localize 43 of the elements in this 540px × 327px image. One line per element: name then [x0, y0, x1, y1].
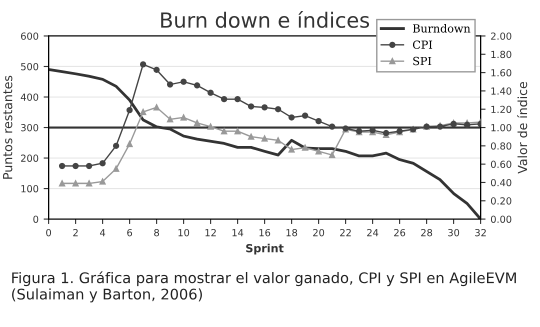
y2-tick-label: 1.40 — [491, 87, 512, 95]
y2-axis-title: Valor de índice — [517, 82, 528, 174]
legend-label: CPI — [412, 40, 432, 49]
y2-tick-label: 0.00 — [490, 216, 512, 223]
x-tick-label: 6 — [127, 228, 132, 236]
x-tick-label: 10 — [178, 228, 190, 236]
x-tick-label: 12 — [205, 228, 216, 236]
y2-tick-label: 1.60 — [491, 69, 512, 76]
y-tick-label: 0 — [33, 216, 38, 223]
x-tick-label: 16 — [259, 228, 270, 236]
text: Figura 1. Gráfica para mostrar el valor ganado, CPI y SPI en AgileEVM (Sulaiman y Barton, 2006) — [12, 271, 516, 302]
y2-tick-label: 0.40 — [490, 178, 512, 186]
y2-tick-label: 1.20 — [491, 106, 512, 114]
y-tick-label: 400 — [20, 93, 38, 101]
y-tick-label: 100 — [21, 185, 38, 192]
x-tick-label: 22 — [340, 228, 351, 236]
x-tick-label: 28 — [421, 228, 432, 236]
x-tick-label: 8 — [154, 228, 160, 236]
y-tick-label: 300 — [21, 124, 38, 132]
y2-tick-label: 0.80 — [490, 142, 512, 150]
x-tick-label: 18 — [286, 228, 298, 236]
y-axis-title: Puntos restantes — [3, 76, 12, 179]
x-axis-title: Sprint — [246, 244, 284, 255]
x-tick-label: 26 — [394, 228, 406, 236]
x-tick-label: 20 — [313, 228, 324, 236]
y2-tick-label: 2.00 — [491, 32, 512, 40]
x-tick-label: 4 — [100, 229, 106, 236]
x-tick-label: 2 — [73, 228, 78, 236]
y2-tick-label: 1.00 — [491, 124, 512, 132]
y2-tick-label: 0.20 — [490, 197, 512, 205]
y2-tick-label: 0.60 — [490, 160, 512, 168]
legend-label: SPI — [413, 56, 432, 66]
chart-title: Burn down e índices — [161, 10, 370, 28]
y-tick-label: 500 — [21, 62, 38, 70]
x-tick-label: 24 — [367, 228, 378, 236]
x-tick-label: 32 — [475, 228, 486, 236]
y-tick-label: 200 — [21, 154, 38, 162]
x-tick-label: 14 — [232, 229, 244, 236]
y2-tick-label: 1.80 — [491, 50, 512, 58]
y-tick-label: 600 — [21, 32, 38, 40]
legend-label: Burndown — [412, 24, 470, 33]
x-tick-label: 30 — [448, 228, 460, 236]
x-tick-label: 0 — [46, 228, 52, 236]
